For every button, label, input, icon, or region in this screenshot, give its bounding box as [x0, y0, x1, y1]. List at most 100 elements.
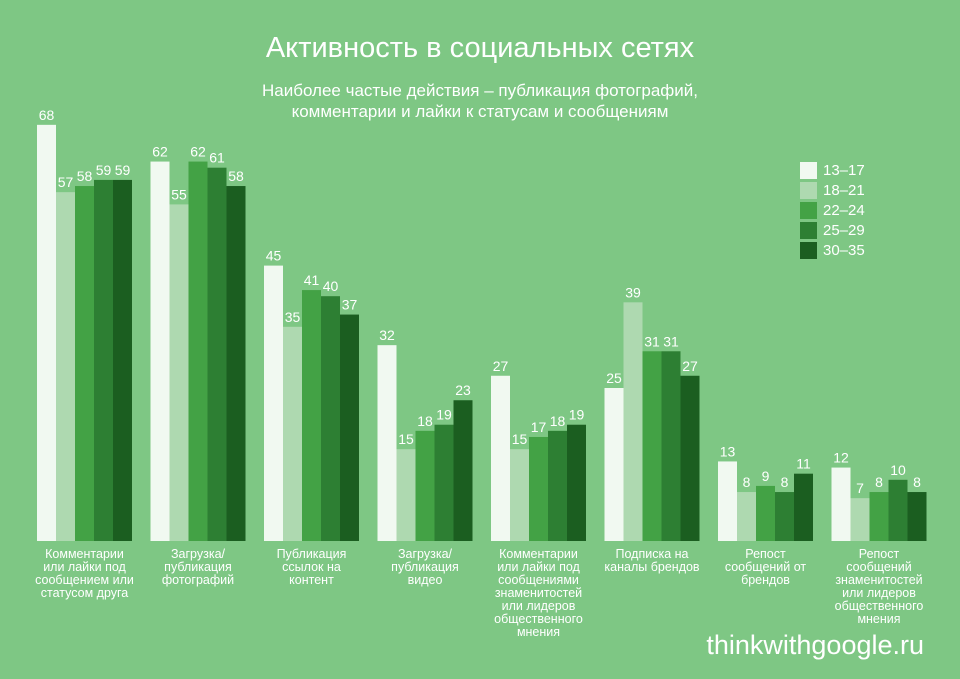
category-label-line: общественного: [834, 599, 924, 613]
category-label-line: Загрузка/: [170, 547, 226, 561]
category-label-line: Репост: [858, 547, 900, 561]
bar-13–17-2: [264, 265, 283, 541]
data-label-13–17-5: 25: [606, 370, 622, 386]
category-label-0: Комментарии или лайки под сообщением или ст…: [25, 548, 145, 600]
legend-swatch: [800, 241, 817, 259]
bar-22–24-7: [869, 492, 889, 541]
bar-25–29-5: [661, 351, 681, 541]
category-label-4: Комментарии или лайки под сообщениями знаме…: [479, 548, 599, 639]
bar-25–29-7: [888, 479, 908, 541]
category-label-line: или лайки под: [43, 560, 126, 574]
bar-18–21-0: [56, 192, 75, 541]
data-label-22–24-5: 31: [644, 333, 660, 349]
bar-13–17-7: [831, 467, 851, 541]
data-label-30–35-5: 27: [682, 358, 698, 374]
bar-22–24-4: [529, 436, 548, 541]
data-label-18–21-4: 15: [512, 431, 528, 447]
data-label-18–21-7: 7: [856, 480, 864, 496]
category-label-line: общественного: [494, 612, 583, 626]
data-label-18–21-2: 35: [285, 309, 301, 325]
bar-13–17-1: [150, 161, 170, 541]
legend-swatch: [800, 221, 817, 239]
category-label-1: Загрузка/публикация фотографий: [138, 548, 258, 587]
data-label-18–21-0: 57: [58, 174, 74, 190]
data-label-22–24-0: 58: [77, 168, 93, 184]
bar-30–35-1: [226, 186, 246, 542]
bar-30–35-6: [794, 473, 813, 541]
data-label-25–29-2: 40: [323, 278, 339, 294]
legend-label: 13–17: [823, 161, 865, 179]
category-label-line: знаменитостей: [494, 586, 583, 600]
data-label-13–17-4: 27: [493, 358, 509, 374]
data-label-22–24-4: 17: [531, 419, 547, 435]
bar-18–21-5: [623, 302, 643, 541]
data-label-18–21-3: 15: [398, 431, 414, 447]
subtitle-line-1: Наиболее частые действия – публикация фо…: [261, 81, 699, 100]
legend: 13–17 18–21 22–24 25–29 30–35: [800, 160, 865, 260]
bar-13–17-0: [37, 124, 56, 541]
category-label-line: публикация: [164, 560, 232, 574]
category-label-7: Репост сообщений знаменитостей или лидеров о…: [819, 548, 939, 626]
bar-25–29-0: [94, 179, 113, 542]
category-label-line: мнения: [516, 625, 561, 639]
legend-label: 25–29: [823, 221, 865, 239]
data-label-30–35-3: 23: [455, 382, 471, 398]
data-label-22–24-3: 18: [417, 413, 433, 429]
bar-18–21-2: [283, 326, 302, 541]
data-label-25–29-7: 10: [890, 462, 906, 478]
data-label-25–29-6: 8: [781, 474, 789, 490]
bar-18–21-6: [737, 492, 756, 541]
data-label-13–17-1: 62: [152, 144, 168, 160]
bar-22–24-3: [415, 430, 435, 541]
category-label-line: Загрузка/: [397, 547, 453, 561]
bar-22–24-1: [188, 161, 208, 541]
bar-13–17-5: [604, 388, 624, 541]
category-label-line: ссылок на: [282, 560, 341, 574]
data-label-22–24-7: 8: [875, 474, 883, 490]
category-label-line: контент: [289, 573, 334, 587]
category-label-line: или лидеров: [842, 586, 916, 600]
category-label-line: видео: [407, 573, 443, 587]
bar-22–24-5: [642, 351, 662, 541]
legend-item-13–17: 13–17: [800, 160, 865, 180]
bar-25–29-6: [775, 492, 794, 541]
category-label-line: статусом друга: [40, 586, 129, 600]
data-label-22–24-1: 62: [190, 144, 206, 160]
category-label-line: сообщений от: [724, 560, 807, 574]
data-label-30–35-7: 8: [913, 474, 921, 490]
bar-30–35-4: [567, 424, 586, 541]
bar-22–24-2: [302, 290, 321, 541]
legend-item-18–21: 18–21: [800, 180, 865, 200]
data-label-25–29-3: 19: [436, 407, 452, 423]
category-label-line: каналы брендов: [604, 560, 700, 574]
category-label-line: брендов: [741, 573, 790, 587]
data-label-18–21-1: 55: [171, 186, 187, 202]
data-label-30–35-1: 58: [228, 168, 244, 184]
data-label-18–21-6: 8: [743, 474, 751, 490]
legend-label: 18–21: [823, 181, 865, 199]
data-label-22–24-6: 9: [762, 468, 770, 484]
category-label-line: сообщений: [846, 560, 912, 574]
legend-label: 22–24: [823, 201, 865, 219]
bar-13–17-6: [718, 461, 737, 541]
bar-25–29-2: [321, 296, 340, 541]
category-label-line: Публикация: [276, 547, 347, 561]
category-label-5: Подписка на каналы брендов: [592, 548, 712, 574]
category-label-line: Комментарии: [499, 547, 578, 561]
bar-13–17-4: [491, 375, 510, 541]
bar-30–35-2: [340, 314, 359, 541]
data-label-13–17-3: 32: [379, 327, 395, 343]
data-label-13–17-0: 68: [39, 107, 55, 123]
bar-25–29-3: [434, 424, 454, 541]
data-label-25–29-1: 61: [209, 150, 225, 166]
bar-18–21-7: [850, 498, 870, 541]
data-label-25–29-4: 18: [550, 413, 566, 429]
data-label-30–35-2: 37: [342, 297, 358, 313]
brand-watermark: thinkwithgoogle.ru: [706, 630, 924, 660]
category-label-3: Загрузка/публикация видео: [365, 548, 485, 587]
bar-30–35-7: [907, 492, 927, 541]
bar-18–21-4: [510, 449, 529, 541]
data-label-13–17-6: 13: [720, 443, 736, 459]
bar-22–24-6: [756, 485, 775, 541]
